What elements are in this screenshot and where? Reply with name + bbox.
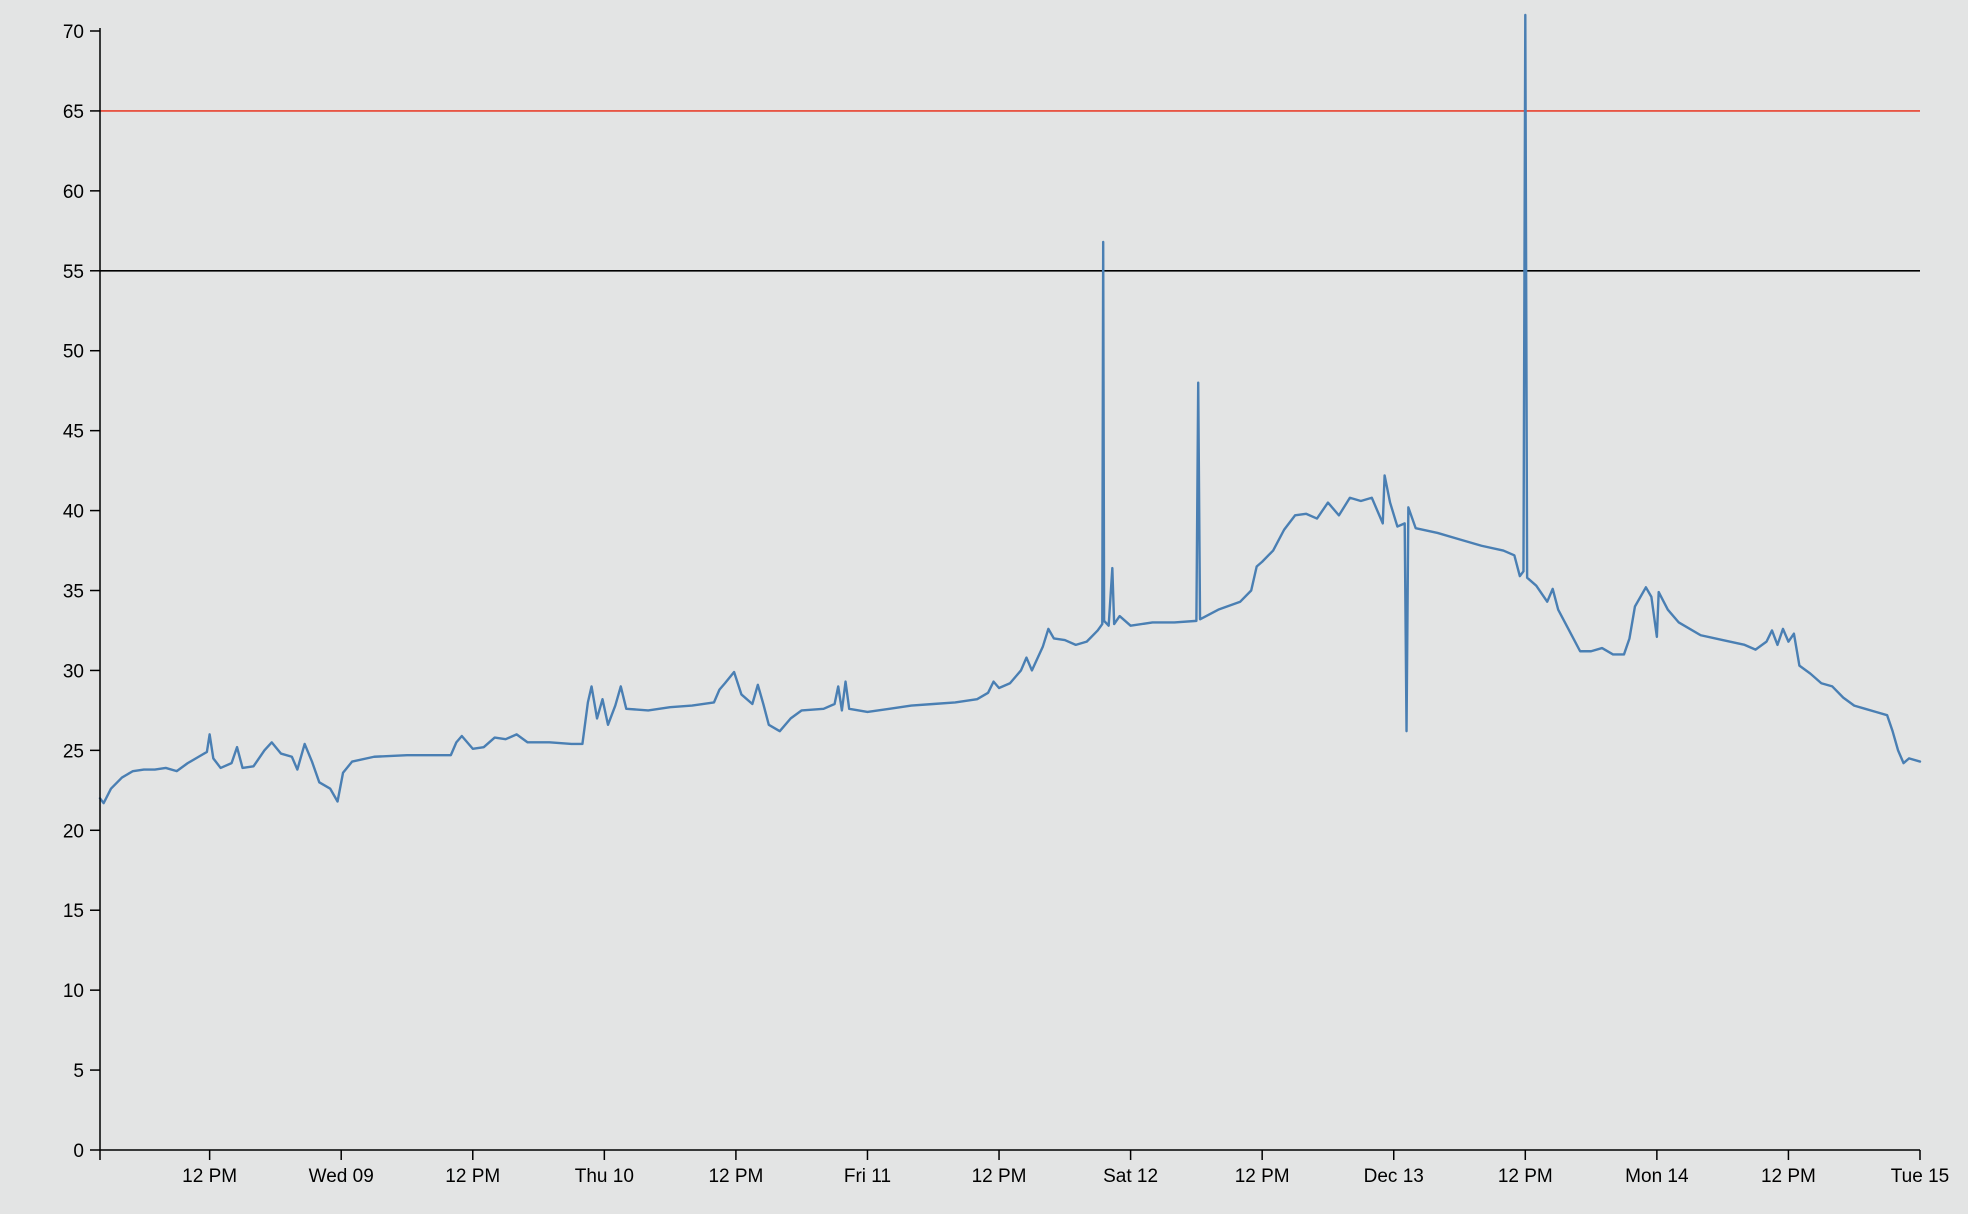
series-group: [98, 13, 1922, 805]
y-tick-label-55: 55: [63, 262, 84, 283]
x-tick-label-1: Wed 09: [309, 1166, 374, 1187]
y-axis: 0 5 10 15 20 25 30 35 40 45 50 55 60 65 70: [63, 22, 101, 1162]
x-tick-label-7: Sat 12: [1103, 1166, 1158, 1187]
x-tick-label-0: 12 PM: [182, 1166, 237, 1187]
y-tick-label-50: 50: [63, 342, 84, 363]
x-tick-label-3: Thu 10: [575, 1166, 634, 1187]
y-tick-label-40: 40: [63, 502, 84, 523]
x-tick-label-10: 12 PM: [1498, 1166, 1553, 1187]
y-tick-label-70: 70: [63, 22, 84, 43]
x-tick-label-6: 12 PM: [972, 1166, 1027, 1187]
x-tick-label-5: Fri 11: [844, 1166, 891, 1187]
x-tick-label-4: 12 PM: [708, 1166, 763, 1187]
x-tick-label-12: 12 PM: [1761, 1166, 1816, 1187]
x-tick-label-13: Tue 15: [1891, 1166, 1949, 1187]
y-tick-label-5: 5: [73, 1061, 84, 1082]
x-tick-label-2: 12 PM: [445, 1166, 500, 1187]
series-line-0: [98, 13, 1922, 805]
y-tick-label-35: 35: [63, 582, 84, 603]
threshold-lines: [100, 110, 1920, 272]
y-tick-label-10: 10: [63, 981, 84, 1002]
y-tick-label-60: 60: [63, 182, 84, 203]
y-tick-label-0: 0: [73, 1141, 84, 1162]
y-tick-label-45: 45: [63, 422, 84, 443]
y-tick-label-15: 15: [63, 901, 84, 922]
y-tick-label-25: 25: [63, 741, 84, 762]
x-tick-label-11: Mon 14: [1625, 1166, 1689, 1187]
y-tick-label-30: 30: [63, 661, 84, 682]
y-tick-label-65: 65: [63, 102, 84, 123]
y-tick-label-20: 20: [63, 821, 84, 842]
x-tick-label-8: 12 PM: [1235, 1166, 1290, 1187]
x-axis: 12 PM Wed 09 12 PM Thu 10 12 PM Fri 11 12 PM Sa…: [99, 1149, 1949, 1187]
x-tick-label-9: Dec 13: [1364, 1166, 1424, 1187]
